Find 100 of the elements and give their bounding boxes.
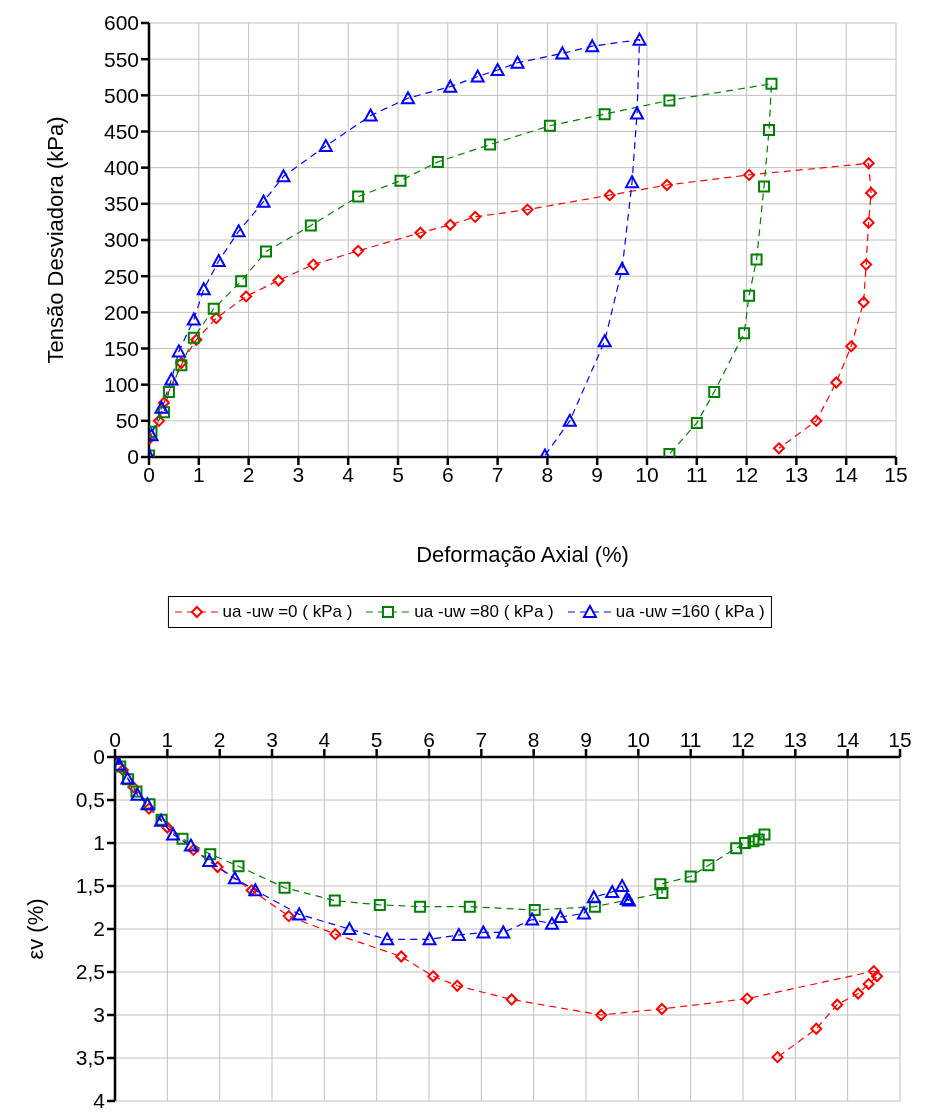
point xyxy=(555,46,570,60)
point xyxy=(553,909,568,923)
point xyxy=(152,414,165,427)
y-tick-label: 200 xyxy=(103,300,139,324)
point xyxy=(663,94,676,107)
x-tick-label: 14 xyxy=(835,728,860,751)
point xyxy=(752,833,765,846)
x-tick-label: 10 xyxy=(635,462,659,486)
point xyxy=(186,312,201,326)
point xyxy=(352,190,365,203)
x-tick-label: 13 xyxy=(784,462,809,486)
point xyxy=(211,861,224,874)
x-tick-label: 2 xyxy=(242,462,255,486)
point xyxy=(363,108,378,122)
point xyxy=(395,950,408,963)
point xyxy=(278,881,291,894)
point xyxy=(867,965,880,978)
point xyxy=(605,885,620,899)
point xyxy=(738,327,751,340)
point xyxy=(597,334,612,348)
point xyxy=(260,245,273,258)
point xyxy=(763,124,776,137)
point xyxy=(161,821,174,834)
point xyxy=(256,194,271,208)
point xyxy=(772,442,785,455)
y-tick-label: 1 xyxy=(93,831,105,855)
point xyxy=(771,1051,784,1064)
point xyxy=(227,871,242,885)
point xyxy=(211,253,226,267)
point xyxy=(830,376,843,389)
y-tick-label: 300 xyxy=(103,228,139,252)
point xyxy=(544,916,559,930)
point xyxy=(595,1009,608,1021)
point xyxy=(394,174,407,187)
point xyxy=(202,854,217,868)
point xyxy=(810,414,823,427)
x-tick-label: 3 xyxy=(292,462,305,486)
point xyxy=(328,894,341,907)
x-tick-label: 2 xyxy=(213,728,226,751)
point xyxy=(598,108,611,121)
y-tick-label: 550 xyxy=(103,47,139,71)
point xyxy=(505,993,518,1006)
point xyxy=(862,978,875,991)
point xyxy=(352,244,365,257)
point xyxy=(615,879,630,892)
point xyxy=(451,979,464,992)
x-tick-label: 5 xyxy=(370,728,383,751)
point xyxy=(196,282,211,296)
point xyxy=(164,372,179,386)
x-tick-label: 4 xyxy=(318,728,331,751)
point xyxy=(276,169,291,183)
point xyxy=(166,827,181,841)
point xyxy=(543,119,556,132)
y-tick-label: 1,5 xyxy=(75,874,105,898)
legend-label: ua -uw =0 ( kPa ) xyxy=(222,602,353,622)
y-tick-label: 2,5 xyxy=(75,960,105,984)
x-tick-label: 6 xyxy=(441,462,454,486)
point xyxy=(470,69,485,83)
point xyxy=(176,832,189,845)
y-tick-label: 500 xyxy=(103,83,139,107)
x-tick-label: 14 xyxy=(834,462,859,486)
point xyxy=(400,91,415,105)
point xyxy=(245,884,258,897)
point xyxy=(171,344,186,358)
point xyxy=(476,925,491,939)
x-tick-label: 9 xyxy=(580,728,592,751)
point xyxy=(860,258,873,271)
x-tick-label: 12 xyxy=(731,728,755,751)
point xyxy=(307,258,320,271)
point xyxy=(852,987,865,1000)
point xyxy=(463,900,476,913)
point xyxy=(741,992,754,1005)
point xyxy=(380,932,395,946)
point xyxy=(810,1022,823,1035)
point xyxy=(576,906,591,920)
y-tick-label: 450 xyxy=(103,119,139,143)
y-tick-label: 0,5 xyxy=(75,788,105,812)
point xyxy=(210,312,223,325)
point xyxy=(750,253,763,266)
point xyxy=(304,219,317,232)
point xyxy=(758,180,771,193)
y-tick-label: 3,5 xyxy=(75,1046,105,1070)
legend-label: ua -uw =80 ( kPa ) xyxy=(414,602,554,622)
y-tick-label: 150 xyxy=(103,336,139,360)
point xyxy=(484,138,497,151)
point xyxy=(431,155,444,168)
point xyxy=(862,157,875,170)
x-tick-label: 4 xyxy=(342,462,355,486)
x-tick-label: 12 xyxy=(734,462,759,486)
x-tick-label: 7 xyxy=(491,462,504,486)
point xyxy=(632,32,647,46)
point xyxy=(528,904,541,917)
point xyxy=(443,79,458,93)
y-tick-label: 100 xyxy=(103,373,139,397)
point xyxy=(272,274,285,287)
y-tick-label: 50 xyxy=(115,409,139,433)
point xyxy=(525,912,540,926)
point xyxy=(730,842,743,855)
point xyxy=(615,261,630,275)
point xyxy=(496,925,511,939)
